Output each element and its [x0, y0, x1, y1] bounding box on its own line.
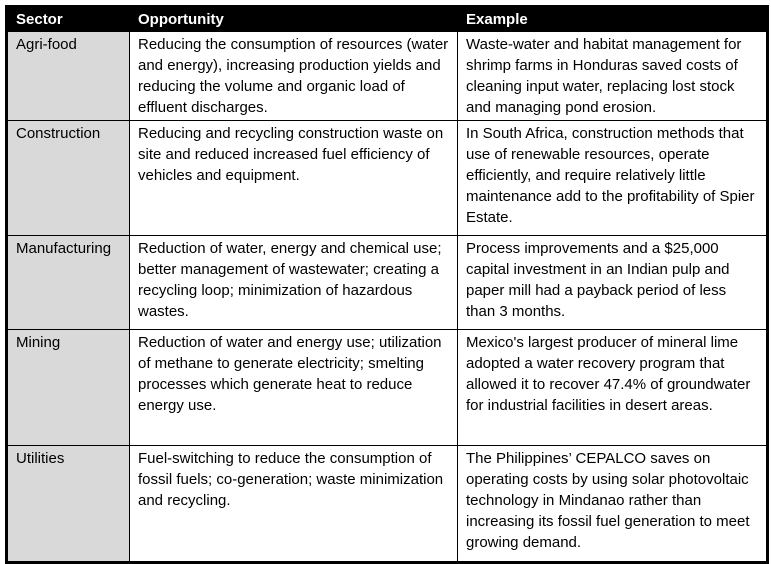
table-row-manufacturing: Manufacturing Reduction of water, energy… [6, 235, 768, 330]
sector-cell: Construction [6, 120, 130, 236]
example-cell: The Philippines’ CEPALCO saves on operat… [457, 445, 768, 563]
opportunity-cell: Reduction of water, energy and chemical … [129, 235, 458, 330]
table-row-construction: Construction Reducing and recycling cons… [6, 120, 768, 236]
table-row-agri-food: Agri-food Reducing the consumption of re… [6, 31, 768, 121]
opportunity-cell: Fuel-switching to reduce the consumption… [129, 445, 458, 563]
sector-cell: Mining [6, 329, 130, 446]
example-cell: Process improvements and a $25,000 capit… [457, 235, 768, 330]
table-row-utilities: Utilities Fuel-switching to reduce the c… [6, 445, 768, 563]
opportunity-cell: Reducing the consumption of resources (w… [129, 31, 458, 121]
example-cell: In South Africa, construction methods th… [457, 120, 768, 236]
opportunity-cell: Reduction of water and energy use; utili… [129, 329, 458, 446]
example-cell: Mexico's largest producer of mineral lim… [457, 329, 768, 446]
opportunity-cell: Reducing and recycling construction wast… [129, 120, 458, 236]
table-row-mining: Mining Reduction of water and energy use… [6, 329, 768, 446]
sector-cell: Agri-food [6, 31, 130, 121]
sector-cell: Utilities [6, 445, 130, 563]
sector-cell: Manufacturing [6, 235, 130, 330]
example-cell: Waste-water and habitat management for s… [457, 31, 768, 121]
column-header-example: Example [457, 6, 768, 32]
sector-opportunity-table: Sector Opportunity Example Agri-food Red… [5, 5, 769, 564]
column-header-sector: Sector [6, 6, 130, 32]
column-header-opportunity: Opportunity [129, 6, 458, 32]
header-row: Sector Opportunity Example [6, 6, 768, 32]
